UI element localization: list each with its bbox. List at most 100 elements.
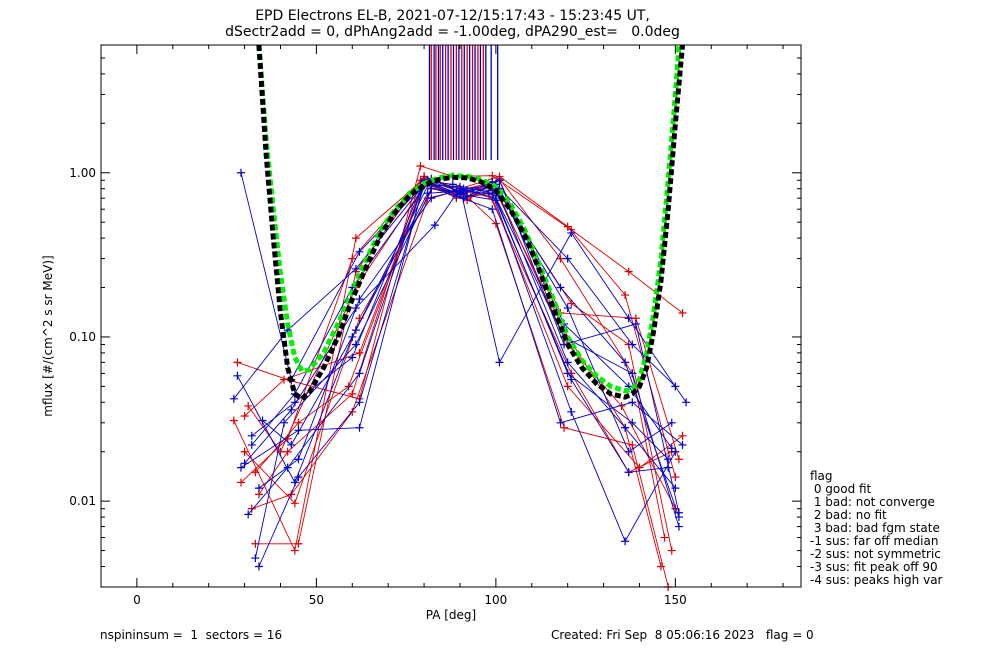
data-point — [348, 389, 357, 398]
data-point — [624, 314, 633, 323]
data-point — [283, 463, 292, 472]
fit-curve-green — [256, 45, 682, 394]
data-point — [247, 440, 256, 449]
data-point — [355, 423, 364, 432]
legend-entry: -4 sus: peaks high var — [810, 573, 943, 587]
data-point — [628, 340, 637, 349]
data-point — [628, 398, 637, 407]
data-point — [351, 264, 360, 273]
data-point — [678, 431, 687, 440]
legend-title: flag — [810, 469, 833, 483]
data-point — [674, 455, 683, 464]
data-point — [556, 418, 565, 427]
data-point — [423, 189, 432, 198]
data-point — [678, 308, 687, 317]
footer-created-info: Created: Fri Sep 8 05:06:16 2023 flag = … — [551, 628, 814, 642]
data-point — [294, 473, 303, 482]
data-point — [251, 554, 260, 563]
data-point — [247, 431, 256, 440]
data-point — [240, 447, 249, 456]
data-point — [459, 184, 468, 193]
data-point — [567, 407, 576, 416]
series-line — [237, 165, 683, 400]
data-point — [455, 190, 464, 199]
footer-spin-info: nspininsum = 1 sectors = 16 — [100, 628, 283, 642]
data-point — [237, 478, 245, 487]
data-point — [621, 423, 630, 432]
series-line — [258, 184, 683, 567]
data-point — [294, 539, 303, 548]
data-point — [660, 533, 669, 542]
data-point — [287, 440, 296, 449]
plot-frame — [100, 44, 802, 588]
data-point — [631, 319, 640, 328]
data-point — [283, 447, 292, 456]
x-axis-label: PA [deg] — [426, 608, 476, 622]
data-point — [280, 375, 289, 384]
data-point — [556, 254, 565, 263]
data-point — [635, 463, 644, 472]
data-point — [237, 463, 245, 472]
data-point — [667, 546, 676, 555]
x-tick-label: 100 — [484, 593, 507, 607]
data-point — [247, 504, 256, 513]
data-point — [251, 468, 260, 477]
data-point — [495, 176, 504, 185]
data-point — [290, 499, 299, 508]
data-point — [671, 484, 680, 493]
x-tick-label: 150 — [664, 593, 687, 607]
data-point — [671, 382, 680, 391]
data-point — [624, 447, 633, 456]
legend-entry: -3 sus: fit peak off 90 — [810, 560, 938, 574]
data-point — [233, 358, 242, 367]
data-point — [624, 267, 633, 276]
data-point — [463, 186, 472, 195]
data-point — [563, 382, 572, 391]
data-point — [294, 418, 303, 427]
legend-entry: -2 sus: not symmetric — [810, 547, 941, 561]
series-line — [244, 188, 669, 464]
flag-legend: flag 0 good fit 1 bad: not converge 2 ba… — [810, 470, 942, 587]
data-point — [556, 283, 565, 292]
x-tick-label: 0 — [133, 593, 141, 607]
data-point — [240, 412, 249, 421]
legend-entry: 0 good fit — [810, 482, 872, 496]
axes-group: 0 50 100 150 0.01 0.10 1.00 PA [deg] mflux [#/(c… — [41, 44, 802, 622]
data-point — [430, 221, 439, 230]
data-point — [244, 510, 253, 519]
y-axis-label: mflux [#/(cm^2 s sr MeV)] — [41, 255, 55, 416]
y-tick-label: 1.00 — [69, 166, 96, 180]
series-group — [229, 161, 691, 591]
data-point — [563, 254, 572, 263]
data-point — [351, 340, 360, 349]
y-tick-label: 0.10 — [69, 330, 96, 344]
data-point — [427, 194, 436, 203]
data-point — [567, 375, 576, 384]
data-point — [290, 546, 299, 555]
data-point — [678, 440, 687, 449]
data-point — [664, 463, 673, 472]
chart-subtitle: dSectr2add = 0, dPhAng2add = -1.00deg, d… — [225, 24, 680, 40]
data-point — [351, 326, 360, 335]
data-point — [621, 537, 630, 546]
data-point — [229, 416, 238, 425]
data-point — [294, 455, 303, 464]
data-point — [563, 358, 572, 367]
data-point — [233, 371, 242, 380]
data-point — [674, 522, 683, 531]
fit-curve-group — [256, 45, 685, 402]
data-point — [448, 180, 457, 189]
data-point — [452, 192, 461, 201]
legend-entry: -1 sus: far off median — [810, 534, 939, 548]
data-point — [621, 358, 630, 367]
y-tick-label: 0.01 — [69, 494, 96, 508]
legend-entry: 3 bad: bad fgm state — [810, 521, 940, 535]
data-point — [624, 468, 633, 477]
data-point — [682, 398, 691, 407]
series-line — [255, 183, 676, 509]
data-point — [254, 484, 263, 493]
data-point — [563, 222, 572, 231]
series-line — [240, 181, 673, 468]
data-point — [628, 369, 637, 378]
